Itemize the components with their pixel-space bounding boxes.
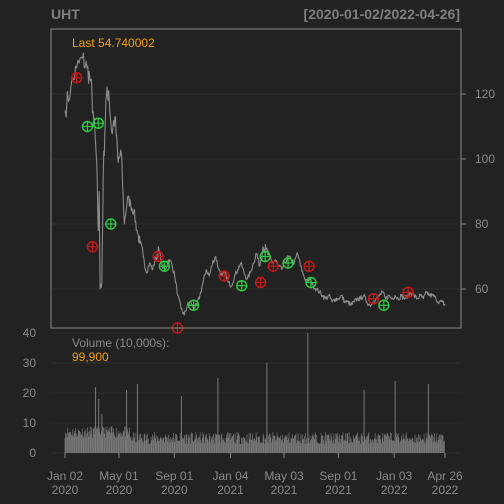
- volume-tick-label: 40: [23, 326, 37, 340]
- x-tick-year: 2022: [381, 483, 408, 497]
- last-price-label: Last 54.740002: [72, 36, 155, 50]
- volume-tick-label: 10: [23, 416, 37, 430]
- trade-marker-green: [158, 260, 171, 272]
- x-tick-year: 2020: [161, 483, 188, 497]
- volume-label: Volume (10,000s):: [72, 336, 169, 350]
- price-tick-label: 60: [475, 282, 489, 296]
- trade-marker-red: [218, 270, 230, 282]
- volume-last-value: 99,900: [72, 350, 109, 364]
- trade-marker-red: [303, 260, 315, 272]
- x-tick-year: 2020: [52, 483, 79, 497]
- x-tick-label: May 01: [99, 469, 139, 483]
- trade-markers: [70, 72, 414, 334]
- x-tick-label: Sep 01: [319, 469, 357, 483]
- x-tick-label: Sep 01: [155, 469, 193, 483]
- volume-bars: [64, 333, 445, 453]
- volume-tick-label: 0: [29, 446, 36, 460]
- trade-marker-green: [92, 117, 104, 129]
- x-tick-year: 2020: [106, 483, 133, 497]
- chart-title: UHT: [51, 6, 80, 22]
- trade-marker-green: [236, 280, 248, 292]
- volume-tick-label: 30: [23, 356, 37, 370]
- volume-tick-label: 20: [23, 386, 37, 400]
- x-tick-label: Jan 03: [376, 469, 412, 483]
- price-axis: 60 80 100 120: [461, 87, 495, 296]
- x-tick-label: Jan 04: [212, 469, 248, 483]
- x-tick-year: 2022: [432, 483, 459, 497]
- trade-marker-green: [378, 299, 390, 311]
- trade-marker-red: [152, 250, 164, 263]
- trade-marker-green: [187, 299, 200, 311]
- x-tick-label: May 03: [264, 469, 304, 483]
- trade-marker-green: [105, 218, 117, 230]
- price-tick-label: 100: [475, 152, 495, 166]
- price-gridlines: [51, 93, 461, 290]
- trade-marker-red: [402, 286, 414, 298]
- trade-marker-red: [86, 241, 99, 253]
- date-range: [2020-01-02/2022-04-26]: [304, 6, 460, 22]
- price-tick-label: 120: [475, 87, 495, 101]
- trade-marker-red: [267, 260, 279, 272]
- trade-marker-red: [367, 293, 380, 305]
- trade-marker-red: [70, 72, 83, 84]
- trade-marker-green: [305, 276, 317, 289]
- price-tick-label: 80: [475, 217, 489, 231]
- x-tick-year: 2021: [217, 483, 244, 497]
- volume-gridlines: [51, 332, 461, 454]
- trade-marker-green: [81, 120, 94, 133]
- x-tick-label: Jan 02: [47, 469, 83, 483]
- price-series-line: [64, 52, 446, 316]
- x-tick-year: 2021: [271, 483, 298, 497]
- volume-axis: 0 10 20 30 40: [23, 326, 37, 460]
- trade-marker-green: [282, 257, 294, 269]
- x-tick-year: 2021: [325, 483, 352, 497]
- x-tick-label: Apr 26: [427, 469, 463, 483]
- trade-marker-red: [254, 276, 267, 289]
- trade-marker-green: [259, 250, 271, 263]
